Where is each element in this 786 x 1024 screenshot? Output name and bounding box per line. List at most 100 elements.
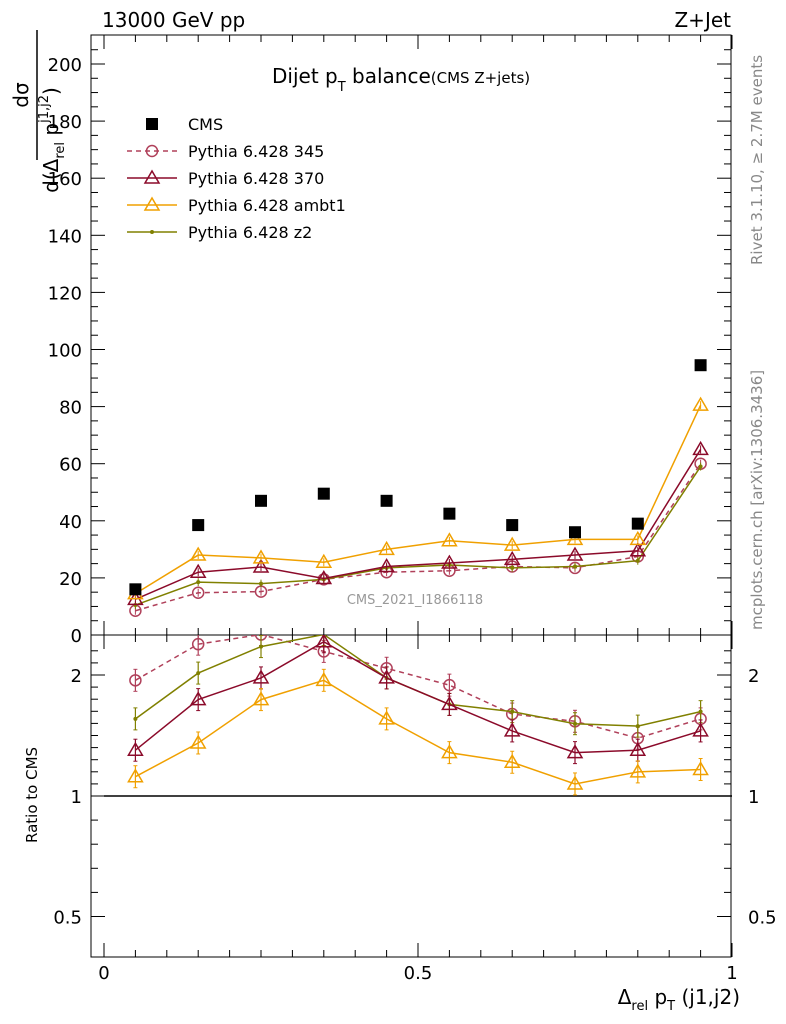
ratio-point-z2	[573, 721, 577, 726]
xtick-label: 0.5	[404, 963, 433, 984]
ratio-point-p370	[566, 744, 584, 759]
watermark: CMS_2021_I1866118	[347, 593, 483, 608]
ratio-point-z2	[510, 709, 515, 714]
main-point-z2	[259, 581, 263, 586]
ratio-point-p345	[129, 674, 142, 687]
main-series-cms	[129, 359, 707, 596]
x-ticks: 0 0.5 1	[98, 35, 738, 984]
main-point-p370	[378, 557, 395, 573]
main-point-ambt1	[315, 553, 333, 568]
xtick-label: 1	[726, 963, 737, 984]
legend-marker	[143, 169, 161, 184]
main-ytick-label: 200	[48, 55, 82, 76]
legend-entry-cms: CMS	[146, 115, 223, 134]
plot-title: Dijet pT balance(CMS Z+jets)	[272, 64, 530, 95]
ratio-line-p370	[134, 640, 701, 754]
ratio-y-axis-label: Ratio to CMS	[23, 747, 41, 843]
main-point-cms	[631, 517, 644, 530]
main-point-z2	[196, 580, 201, 585]
ratio-ytick-label: 0.5	[53, 908, 82, 929]
ratio-ytick-label: 2	[71, 666, 82, 687]
title-rest: balance	[346, 64, 431, 88]
ratio-point-p370	[378, 669, 395, 684]
ratio-ytick-label: 1	[71, 787, 82, 808]
main-ytick-label: 120	[48, 283, 82, 304]
main-ytick-label: 60	[59, 455, 82, 476]
legend-entry-z2: Pythia 6.428 z2	[127, 223, 312, 242]
ratio-point-ambt1	[127, 768, 144, 783]
title-sub: T	[337, 80, 346, 95]
main-series-z2	[133, 462, 703, 610]
legend-marker	[143, 196, 161, 211]
main-ytick-label: 100	[48, 341, 82, 362]
header-right: Z+Jet	[674, 8, 731, 32]
ratio-line-ambt1	[135, 679, 701, 785]
ratio-point-p370	[692, 722, 709, 737]
ratio-point-p370	[252, 669, 270, 684]
ratio-point-p370	[503, 722, 521, 737]
xtick-label: 0	[98, 963, 109, 984]
legend: CMS Pythia 6.428 345 Pythia 6.428 370 Pythi…	[127, 115, 346, 242]
main-point-cms	[192, 519, 205, 532]
main-ytick-label: 40	[59, 512, 82, 533]
main-point-cms	[380, 494, 393, 507]
main-point-ambt1	[378, 540, 395, 556]
main-point-p370	[189, 563, 207, 578]
ratio-point-z2	[196, 671, 201, 676]
main-point-ambt1	[252, 549, 270, 564]
ratio-point-p370	[441, 695, 458, 711]
ratio-point-z2	[259, 644, 263, 649]
main-point-cms	[694, 359, 707, 372]
main-point-ambt1	[566, 530, 584, 546]
main-ytick-label: 180	[48, 112, 82, 133]
legend-entry-p345: Pythia 6.428 345	[127, 142, 324, 161]
main-ytick-label: 20	[59, 569, 82, 590]
main-point-cms	[255, 494, 267, 507]
main-point-cms	[317, 487, 330, 500]
rivet-label: Rivet 3.1.10, ≥ 2.7M events	[748, 55, 766, 265]
ratio-y-ticks: 0.5 0.5 1 1 2 2	[53, 650, 777, 929]
ratio-point-ambt1	[503, 753, 521, 769]
title-small: (CMS Z+jets)	[431, 69, 530, 87]
ratio-ytick-label-right: 0.5	[748, 908, 777, 929]
ratio-ytick-label-right: 1	[748, 787, 759, 808]
main-point-ambt1	[441, 532, 458, 547]
main-line-ambt1	[135, 404, 702, 595]
legend-marker	[145, 144, 159, 158]
main-point-z2	[698, 464, 703, 469]
ratio-series-p370	[127, 635, 709, 765]
ratio-series-layer	[127, 635, 709, 796]
main-point-p370	[629, 542, 647, 557]
legend-entry-p370: Pythia 6.428 370	[127, 169, 324, 188]
legend-label: CMS	[188, 115, 223, 134]
main-point-ambt1	[629, 530, 647, 546]
ratio-point-ambt1	[189, 734, 207, 749]
ratio-point-ambt1	[315, 671, 333, 687]
main-point-p370	[503, 550, 521, 566]
ratio-point-ambt1	[566, 775, 584, 790]
mcplots-label: mcplots.cern.ch [arXiv:1306.3436]	[748, 370, 766, 630]
main-point-p345	[568, 561, 582, 575]
ratio-point-z2	[133, 716, 138, 721]
main-line-p345	[135, 463, 702, 612]
main-point-z2	[510, 565, 515, 570]
main-point-cms	[129, 583, 142, 596]
ratio-point-ambt1	[629, 763, 647, 778]
legend-entry-ambt1: Pythia 6.428 ambt1	[127, 196, 346, 215]
main-point-p370	[315, 569, 333, 585]
main-ytick-label: 80	[59, 398, 82, 419]
ratio-point-z2	[698, 709, 703, 714]
main-point-cms	[443, 507, 456, 520]
main-series-p370	[127, 440, 709, 606]
ratio-point-z2	[635, 724, 640, 729]
ratio-ytick-label-right: 2	[748, 666, 759, 687]
ratio-series-ambt1	[127, 668, 709, 796]
main-line-z2	[135, 466, 702, 606]
legend-label: Pythia 6.428 z2	[188, 223, 312, 242]
x-axis-label: Δrel pT (j1,j2)	[618, 985, 740, 1014]
ratio-point-p370	[127, 741, 144, 756]
main-point-ambt1	[189, 546, 207, 561]
legend-marker	[146, 118, 158, 130]
main-point-ambt1	[692, 396, 709, 411]
